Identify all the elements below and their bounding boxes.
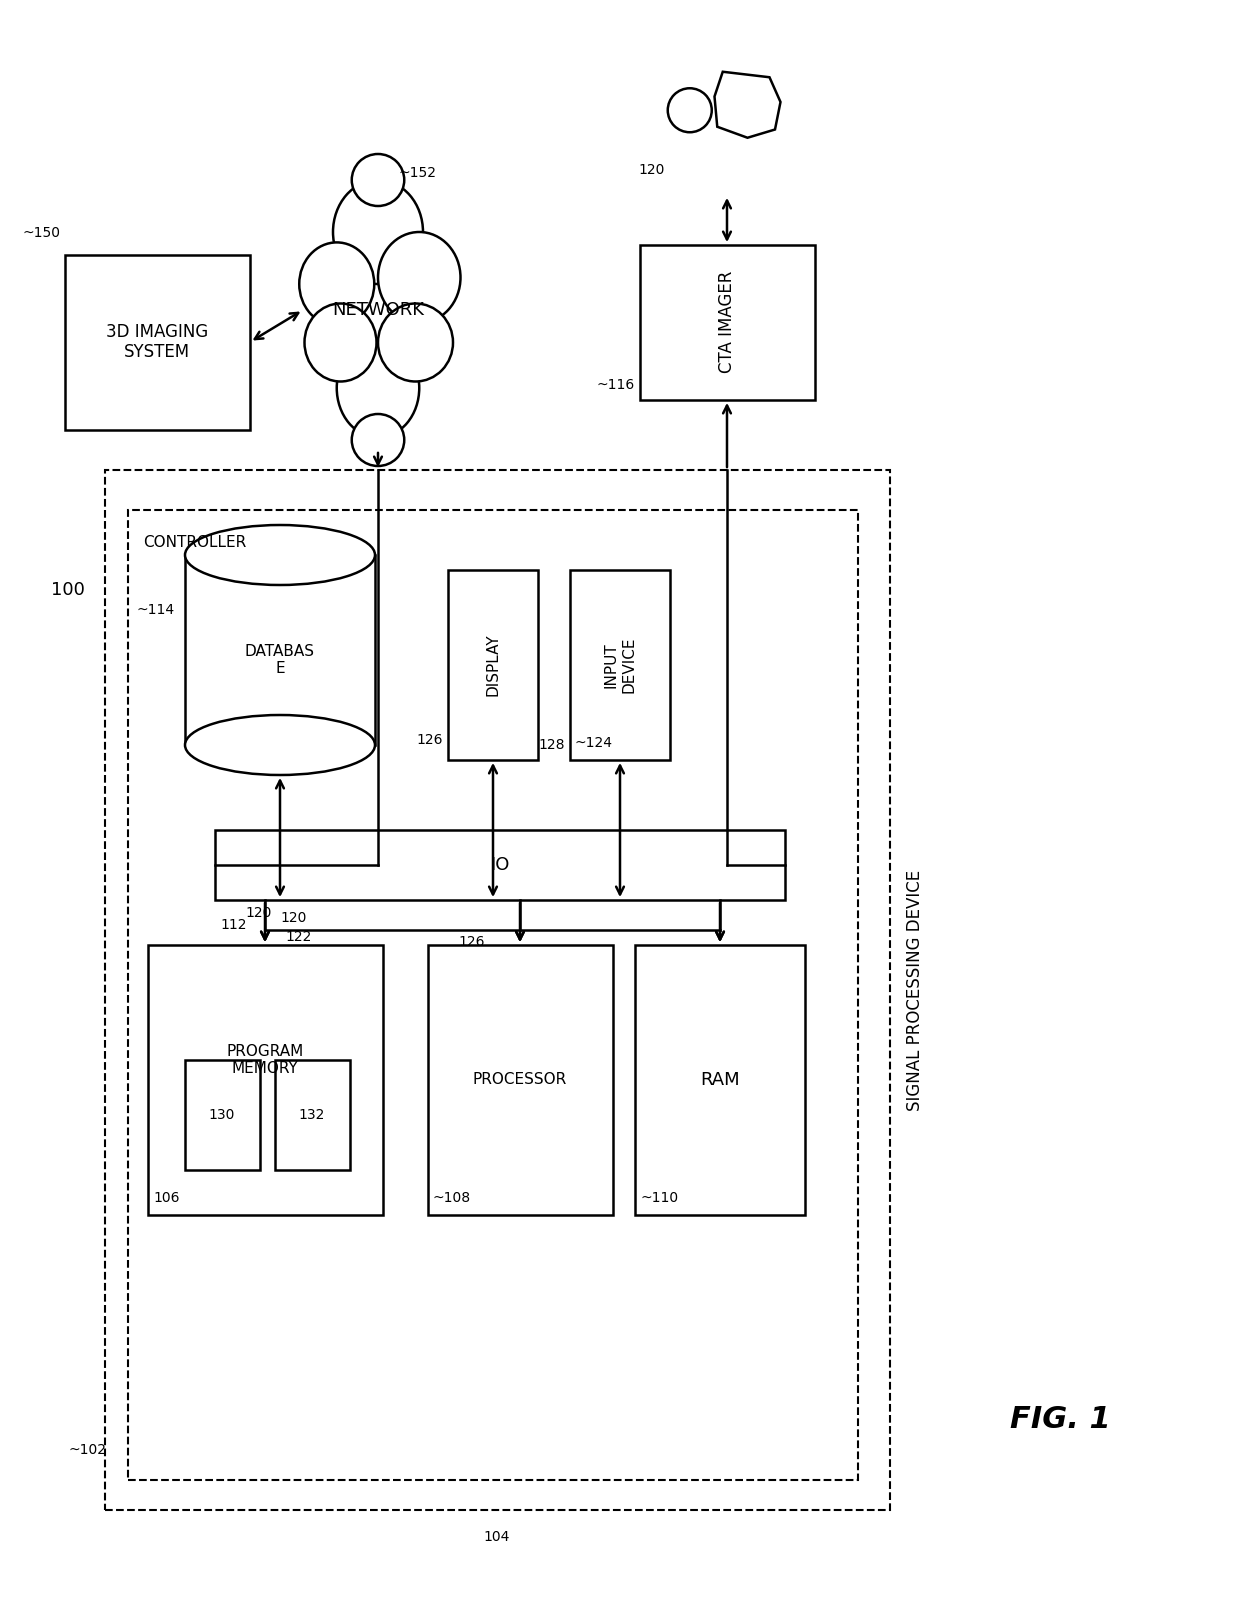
Text: PROCESSOR: PROCESSOR — [472, 1072, 567, 1088]
FancyBboxPatch shape — [185, 1061, 260, 1169]
Text: ~108: ~108 — [433, 1190, 471, 1205]
Text: INPUT
DEVICE: INPUT DEVICE — [604, 636, 636, 694]
Ellipse shape — [185, 714, 374, 775]
Text: DISPLAY: DISPLAY — [486, 634, 501, 697]
Text: 126: 126 — [459, 936, 485, 948]
Text: 104: 104 — [484, 1530, 510, 1544]
FancyBboxPatch shape — [105, 469, 890, 1511]
FancyBboxPatch shape — [640, 245, 815, 400]
Ellipse shape — [299, 242, 374, 325]
Text: ~110: ~110 — [640, 1190, 678, 1205]
Ellipse shape — [305, 303, 377, 381]
Text: ~150: ~150 — [22, 226, 60, 240]
Text: 128: 128 — [538, 739, 565, 751]
Text: CONTROLLER: CONTROLLER — [143, 535, 247, 549]
Text: CTA IMAGER: CTA IMAGER — [718, 271, 737, 373]
FancyBboxPatch shape — [128, 509, 858, 1480]
Text: ~116: ~116 — [596, 378, 635, 392]
FancyBboxPatch shape — [448, 570, 538, 759]
Ellipse shape — [337, 338, 419, 437]
Text: DATABAS
E: DATABAS E — [246, 644, 315, 676]
Ellipse shape — [378, 303, 453, 381]
Text: RAM: RAM — [701, 1072, 740, 1089]
Text: 120: 120 — [246, 907, 272, 920]
Text: 100: 100 — [51, 582, 84, 599]
FancyBboxPatch shape — [148, 945, 383, 1214]
Text: ~114: ~114 — [136, 602, 175, 617]
FancyBboxPatch shape — [215, 830, 785, 900]
Text: IO: IO — [490, 855, 510, 875]
Text: 120: 120 — [280, 912, 306, 924]
Text: ~102: ~102 — [68, 1443, 105, 1456]
Text: 130: 130 — [208, 1109, 236, 1121]
Ellipse shape — [352, 154, 404, 207]
Text: 132: 132 — [299, 1109, 325, 1121]
Ellipse shape — [185, 525, 374, 585]
Text: FIG. 1: FIG. 1 — [1009, 1405, 1110, 1434]
FancyBboxPatch shape — [428, 945, 613, 1214]
FancyBboxPatch shape — [635, 945, 805, 1214]
Text: 106: 106 — [153, 1190, 180, 1205]
FancyBboxPatch shape — [275, 1061, 350, 1169]
FancyBboxPatch shape — [64, 255, 250, 429]
Text: NETWORK: NETWORK — [332, 301, 424, 319]
Text: SIGNAL PROCESSING DEVICE: SIGNAL PROCESSING DEVICE — [906, 870, 924, 1110]
Ellipse shape — [352, 413, 404, 466]
FancyBboxPatch shape — [570, 570, 670, 759]
Text: 120: 120 — [639, 163, 665, 176]
Text: 3D IMAGING
SYSTEM: 3D IMAGING SYSTEM — [105, 322, 208, 362]
Text: ~124: ~124 — [575, 735, 613, 750]
Polygon shape — [714, 72, 780, 138]
Text: 122: 122 — [285, 931, 311, 944]
Text: ~152: ~152 — [398, 167, 436, 179]
Bar — [185, 554, 374, 745]
Ellipse shape — [378, 232, 460, 324]
Text: 112: 112 — [219, 918, 247, 932]
Ellipse shape — [334, 179, 423, 284]
Text: 126: 126 — [417, 734, 443, 747]
Circle shape — [668, 88, 712, 133]
Text: PROGRAM
MEMORY: PROGRAM MEMORY — [227, 1045, 304, 1077]
Ellipse shape — [321, 239, 434, 381]
